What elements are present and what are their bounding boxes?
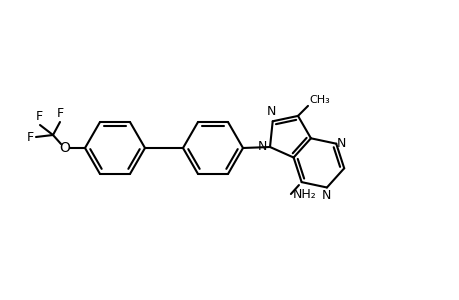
Text: N: N [257, 140, 266, 152]
Text: N: N [336, 137, 346, 150]
Text: NH₂: NH₂ [292, 188, 316, 200]
Text: CH₃: CH₃ [308, 95, 329, 105]
Text: O: O [59, 141, 70, 155]
Text: N: N [266, 105, 276, 118]
Text: F: F [35, 110, 43, 123]
Text: F: F [27, 130, 34, 143]
Text: F: F [56, 107, 63, 120]
Text: N: N [321, 190, 331, 202]
